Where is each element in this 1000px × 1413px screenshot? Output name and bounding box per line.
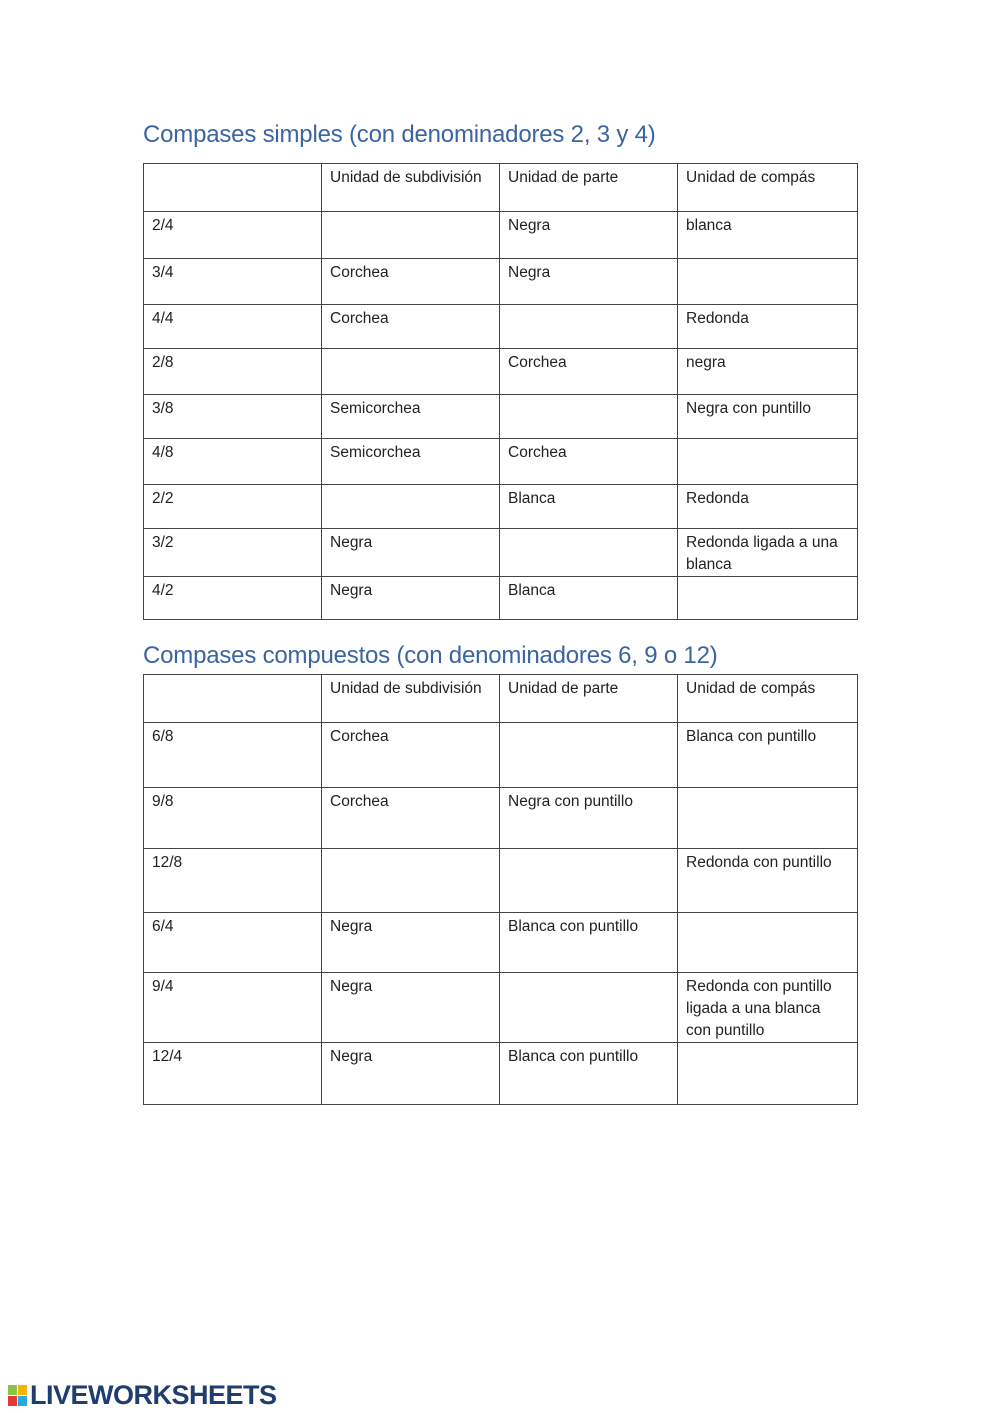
- meter-cell: 12/8: [143, 848, 322, 913]
- simple-meters-table: Unidad de subdivisión Unidad de parte Unid…: [143, 163, 858, 620]
- column-header: Unidad de subdivisión: [321, 163, 500, 212]
- table-row: 9/4 Negra Redonda con puntillo ligada a un…: [143, 972, 858, 1043]
- answer-cell[interactable]: [321, 848, 500, 913]
- meter-cell: 2/4: [143, 211, 322, 259]
- answer-cell: Redonda ligada a una blanca: [677, 528, 858, 577]
- answer-cell[interactable]: [499, 848, 678, 913]
- compound-meters-title: Compases compuestos (con denominadores 6…: [143, 642, 718, 669]
- answer-cell: Negra: [321, 528, 500, 577]
- table-row: 3/2 Negra Redonda ligada a una blanca: [143, 528, 858, 577]
- table-row: 2/4 Negra blanca: [143, 211, 858, 259]
- answer-cell: Negra: [499, 211, 678, 259]
- answer-cell: Corchea: [321, 722, 500, 788]
- answer-cell: Blanca con puntillo: [499, 912, 678, 973]
- column-header: [143, 163, 322, 212]
- meter-cell: 6/4: [143, 912, 322, 973]
- answer-cell[interactable]: [677, 576, 858, 620]
- meter-cell: 2/2: [143, 484, 322, 529]
- answer-cell[interactable]: [321, 348, 500, 395]
- column-header: Unidad de parte: [499, 163, 678, 212]
- answer-cell[interactable]: [499, 304, 678, 349]
- column-header: Unidad de compás: [677, 163, 858, 212]
- answer-cell[interactable]: [677, 438, 858, 485]
- answer-cell: Blanca con puntillo: [677, 722, 858, 788]
- meter-cell: 12/4: [143, 1042, 322, 1105]
- answer-cell: Semicorchea: [321, 438, 500, 485]
- answer-cell: Corchea: [321, 787, 500, 849]
- meter-cell: 3/4: [143, 258, 322, 305]
- answer-cell[interactable]: [499, 972, 678, 1043]
- answer-cell: Negra: [321, 912, 500, 973]
- answer-cell: Negra: [321, 972, 500, 1043]
- meter-cell: 3/8: [143, 394, 322, 439]
- answer-cell: negra: [677, 348, 858, 395]
- answer-cell: Corchea: [499, 348, 678, 395]
- table-row: 4/8 Semicorchea Corchea: [143, 438, 858, 485]
- answer-cell[interactable]: [677, 912, 858, 973]
- answer-cell: Redonda: [677, 484, 858, 529]
- column-header: Unidad de parte: [499, 674, 678, 723]
- answer-cell[interactable]: [677, 258, 858, 305]
- answer-cell: Corchea: [499, 438, 678, 485]
- answer-cell[interactable]: [499, 528, 678, 577]
- answer-cell: Redonda con puntillo ligada a una blanca…: [677, 972, 858, 1043]
- answer-cell: blanca: [677, 211, 858, 259]
- answer-cell[interactable]: [677, 787, 858, 849]
- column-header: Unidad de subdivisión: [321, 674, 500, 723]
- answer-cell: Corchea: [321, 304, 500, 349]
- meter-cell: 4/4: [143, 304, 322, 349]
- table-row: 12/8 Redonda con puntillo: [143, 848, 858, 913]
- table-row: 6/8 Corchea Blanca con puntillo: [143, 722, 858, 788]
- meter-cell: 4/2: [143, 576, 322, 620]
- table-row: 3/8 Semicorchea Negra con puntillo: [143, 394, 858, 439]
- answer-cell[interactable]: [499, 394, 678, 439]
- column-header: Unidad de compás: [677, 674, 858, 723]
- answer-cell: Redonda con puntillo: [677, 848, 858, 913]
- meter-cell: 4/8: [143, 438, 322, 485]
- column-header: [143, 674, 322, 723]
- answer-cell: Blanca: [499, 576, 678, 620]
- table-row: 9/8 Corchea Negra con puntillo: [143, 787, 858, 849]
- table-row: 4/4 Corchea Redonda: [143, 304, 858, 349]
- meter-cell: 9/4: [143, 972, 322, 1043]
- answer-cell: Negra con puntillo: [499, 787, 678, 849]
- answer-cell: Negra: [321, 576, 500, 620]
- table-row: 2/2 Blanca Redonda: [143, 484, 858, 529]
- answer-cell: Blanca: [499, 484, 678, 529]
- table-row: 2/8 Corchea negra: [143, 348, 858, 395]
- logo-text: LIVEWORKSHEETS: [30, 1380, 277, 1410]
- table-row: 4/2 Negra Blanca: [143, 576, 858, 620]
- table-row: 12/4 Negra Blanca con puntillo: [143, 1042, 858, 1105]
- answer-cell: Negra con puntillo: [677, 394, 858, 439]
- answer-cell: Blanca con puntillo: [499, 1042, 678, 1105]
- answer-cell[interactable]: [321, 211, 500, 259]
- simple-meters-title: Compases simples (con denominadores 2, 3…: [143, 121, 656, 148]
- table-row: 6/4 Negra Blanca con puntillo: [143, 912, 858, 973]
- table-row: 3/4 Corchea Negra: [143, 258, 858, 305]
- answer-cell: Negra: [321, 1042, 500, 1105]
- answer-cell: Semicorchea: [321, 394, 500, 439]
- header-row: Unidad de subdivisión Unidad de parte Unid…: [143, 163, 858, 212]
- meter-cell: 3/2: [143, 528, 322, 577]
- logo-icon: [8, 1385, 27, 1406]
- answer-cell: Corchea: [321, 258, 500, 305]
- compound-meters-table: Unidad de subdivisión Unidad de parte Unid…: [143, 674, 858, 1105]
- answer-cell: Redonda: [677, 304, 858, 349]
- meter-cell: 2/8: [143, 348, 322, 395]
- answer-cell[interactable]: [321, 484, 500, 529]
- meter-cell: 6/8: [143, 722, 322, 788]
- answer-cell[interactable]: [677, 1042, 858, 1105]
- header-row: Unidad de subdivisión Unidad de parte Unid…: [143, 674, 858, 723]
- answer-cell[interactable]: [499, 722, 678, 788]
- liveworksheets-logo: LIVEWORKSHEETS: [8, 1380, 277, 1411]
- meter-cell: 9/8: [143, 787, 322, 849]
- answer-cell: Negra: [499, 258, 678, 305]
